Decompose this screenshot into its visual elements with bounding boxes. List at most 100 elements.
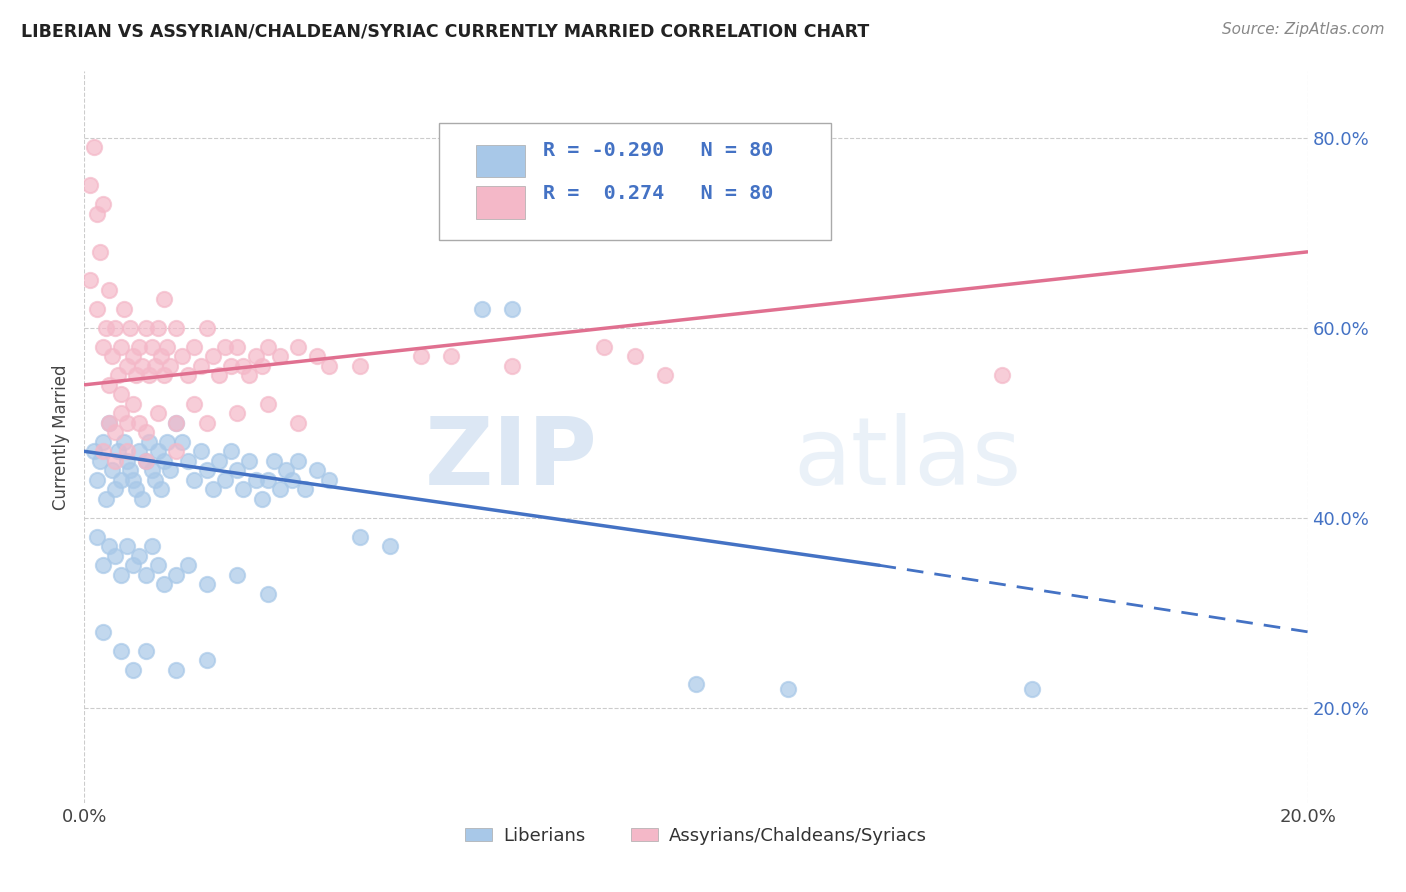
- Point: [115, 359, 138, 373]
- Point: [214, 473, 236, 487]
- Point: [159, 359, 181, 373]
- Point: [131, 491, 153, 506]
- Point: [276, 463, 298, 477]
- Text: Source: ZipAtlas.com: Source: ZipAtlas.com: [1222, 22, 1385, 37]
- Point: [190, 359, 212, 373]
- Point: [110, 567, 132, 582]
- Point: [146, 558, 169, 573]
- Point: [115, 539, 138, 553]
- Point: [593, 340, 616, 354]
- Legend: Liberians, Assyrians/Chaldeans/Syriacs: Liberians, Assyrians/Chaldeans/Syriacs: [458, 820, 934, 852]
- Point: [263, 454, 285, 468]
- Point: [141, 463, 163, 477]
- Point: [159, 463, 181, 477]
- Point: [685, 677, 707, 691]
- Point: [141, 340, 163, 354]
- Point: [165, 416, 187, 430]
- Point: [91, 444, 114, 458]
- Point: [165, 444, 187, 458]
- Point: [107, 368, 129, 383]
- Point: [238, 454, 260, 468]
- Point: [97, 416, 120, 430]
- Point: [101, 349, 124, 363]
- Point: [257, 340, 280, 354]
- Point: [128, 416, 150, 430]
- Point: [135, 454, 157, 468]
- Point: [120, 321, 142, 335]
- Point: [79, 178, 101, 193]
- Point: [226, 406, 249, 420]
- Point: [146, 406, 169, 420]
- Point: [250, 359, 273, 373]
- Point: [177, 558, 200, 573]
- Point: [128, 444, 150, 458]
- Point: [165, 663, 187, 677]
- Point: [83, 444, 105, 458]
- Point: [86, 530, 108, 544]
- Point: [156, 340, 179, 354]
- Point: [135, 454, 157, 468]
- Point: [165, 321, 187, 335]
- Point: [104, 483, 127, 497]
- Point: [409, 349, 432, 363]
- Point: [86, 473, 108, 487]
- Point: [502, 359, 524, 373]
- Point: [122, 397, 145, 411]
- Point: [214, 340, 236, 354]
- Point: [305, 463, 328, 477]
- Point: [153, 577, 176, 591]
- Point: [269, 483, 291, 497]
- Point: [1021, 681, 1043, 696]
- Point: [183, 340, 205, 354]
- Point: [219, 359, 242, 373]
- Point: [122, 473, 145, 487]
- Point: [122, 663, 145, 677]
- Point: [125, 483, 148, 497]
- Y-axis label: Currently Married: Currently Married: [52, 364, 70, 510]
- Point: [79, 273, 101, 287]
- Point: [94, 491, 117, 506]
- Text: atlas: atlas: [794, 413, 1022, 505]
- Point: [104, 454, 127, 468]
- Point: [107, 444, 129, 458]
- Point: [128, 340, 150, 354]
- Point: [153, 293, 176, 307]
- Point: [201, 483, 224, 497]
- Point: [226, 463, 249, 477]
- Point: [153, 368, 176, 383]
- Point: [115, 444, 138, 458]
- Point: [122, 558, 145, 573]
- Point: [195, 321, 218, 335]
- Point: [305, 349, 328, 363]
- Point: [131, 359, 153, 373]
- Point: [91, 197, 114, 211]
- Point: [195, 577, 218, 591]
- Point: [94, 321, 117, 335]
- Point: [156, 434, 179, 449]
- Text: LIBERIAN VS ASSYRIAN/CHALDEAN/SYRIAC CURRENTLY MARRIED CORRELATION CHART: LIBERIAN VS ASSYRIAN/CHALDEAN/SYRIAC CUR…: [21, 22, 869, 40]
- Point: [318, 359, 340, 373]
- Point: [349, 359, 371, 373]
- Point: [245, 473, 267, 487]
- Point: [226, 340, 249, 354]
- Point: [83, 140, 105, 154]
- Point: [440, 349, 463, 363]
- Point: [110, 644, 132, 658]
- Point: [183, 473, 205, 487]
- FancyBboxPatch shape: [475, 186, 524, 219]
- Point: [471, 301, 494, 316]
- Text: R = -0.290   N = 80: R = -0.290 N = 80: [543, 141, 773, 160]
- Point: [149, 349, 172, 363]
- Point: [165, 416, 187, 430]
- Point: [143, 473, 166, 487]
- Point: [172, 349, 194, 363]
- Point: [287, 416, 309, 430]
- Point: [195, 463, 218, 477]
- Point: [115, 416, 138, 430]
- Text: R =  0.274   N = 80: R = 0.274 N = 80: [543, 184, 773, 203]
- Point: [135, 321, 157, 335]
- Point: [257, 587, 280, 601]
- Point: [257, 473, 280, 487]
- Point: [91, 558, 114, 573]
- Point: [104, 425, 127, 440]
